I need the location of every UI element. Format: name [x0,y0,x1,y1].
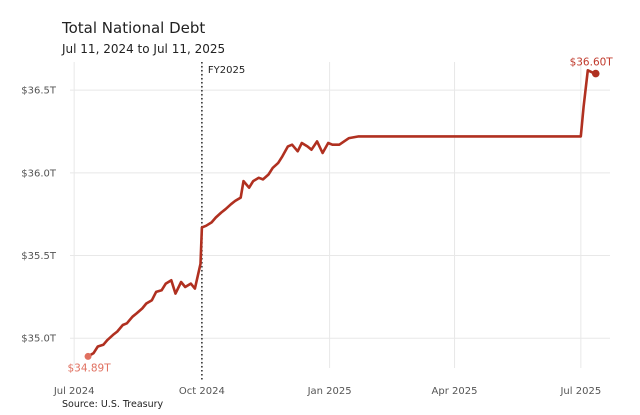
y-tick-label: $36.0T [21,168,57,179]
end-point [591,69,600,78]
x-tick-label: Jul 2024 [53,386,95,397]
chart-title: Total National Debt [62,19,206,37]
series-line [84,69,600,360]
debt-series-line [86,69,596,358]
end-value-label: $36.60T [570,57,614,69]
axis-labels: $35.0T $35.5T $36.0T $36.5T Jul 2024 Oct 2024… [21,57,613,397]
fy2025-marker: FY2025 [201,62,245,380]
gridlines [70,62,610,368]
chart-subtitle: Jul 11, 2024 to Jul 11, 2025 [62,42,226,56]
y-tick-label: $35.0T [21,334,57,345]
x-tick-label: Oct 2024 [179,386,225,397]
y-tick-label: $36.5T [21,86,57,97]
source-note: Source: U.S. Treasury [62,399,164,410]
x-tick-label: Jan 2025 [307,386,352,397]
start-point [84,352,92,360]
y-tick-label: $35.5T [21,251,57,262]
start-value-label: $34.89T [67,362,111,374]
fy2025-label: FY2025 [208,65,245,76]
x-tick-label: Jul 2025 [559,386,601,397]
x-tick-label: Apr 2025 [432,386,478,397]
